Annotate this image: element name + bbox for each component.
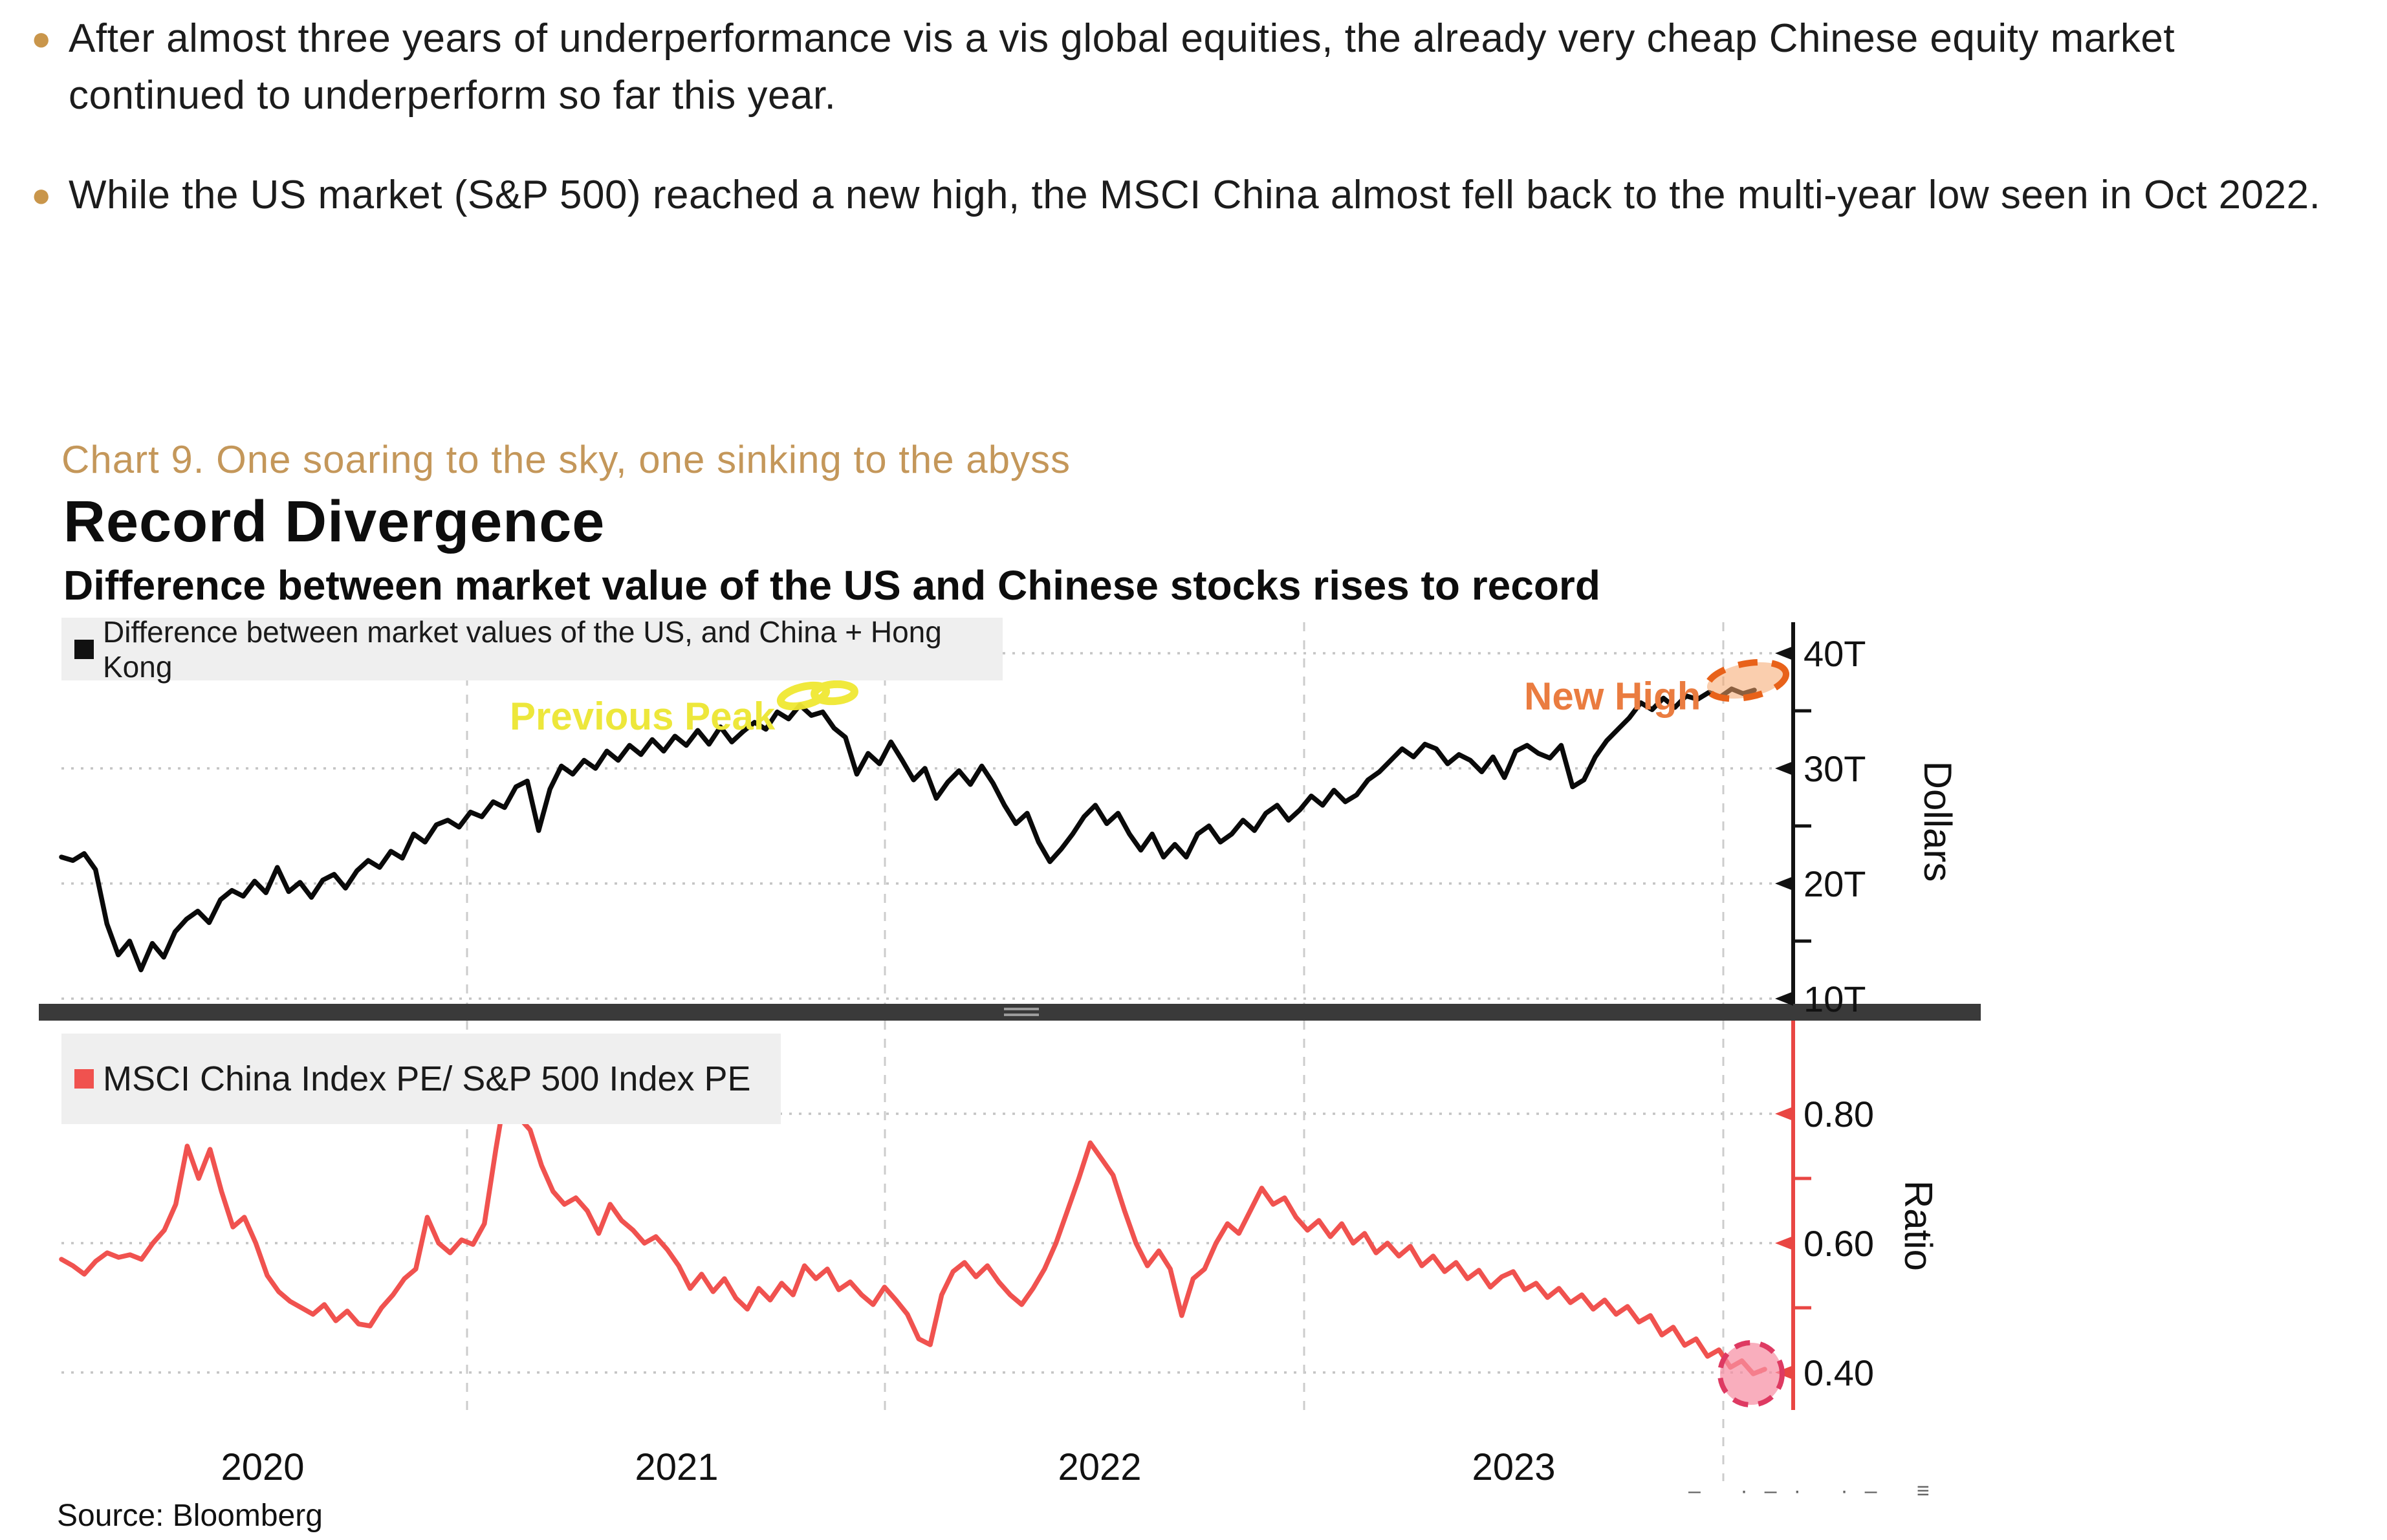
bullet-item: ● After almost three years of underperfo…: [27, 10, 2356, 124]
ratio-low-circle-icon: [1717, 1340, 1785, 1407]
top-panel-legend: Difference between market values of the …: [61, 615, 1003, 684]
bottom-panel-gridlines: [61, 1112, 1793, 1374]
year-2022: 2022: [1058, 1446, 1141, 1488]
new-high-ellipse-icon: [1703, 658, 1790, 702]
new-high-label: New High: [1524, 675, 1701, 718]
year-2020: 2020: [221, 1446, 304, 1488]
source-attribution: Source: Bloomberg: [57, 1499, 323, 1533]
chart-title: Record Divergence: [63, 490, 605, 554]
previous-peak-annotation: Previous Peak: [510, 680, 858, 738]
dollars-tick-10t: 10T: [1804, 979, 1866, 1019]
bullet-dot-icon: ●: [31, 20, 52, 58]
market_value_difference-line: [59, 686, 1757, 973]
bottom-legend-label: MSCI China Index PE/ S&P 500 Index PE: [103, 1059, 751, 1098]
top-legend-label: Difference between market values of the …: [103, 614, 942, 684]
top-legend-swatch-icon: [74, 639, 94, 659]
ratio-tick-080: 0.80: [1804, 1094, 1874, 1134]
year-2021: 2021: [635, 1446, 718, 1488]
dollars-tick-40t: 40T: [1804, 633, 1866, 674]
ratio-tick-060: 0.60: [1804, 1223, 1874, 1264]
bottom-legend-swatch-icon: [74, 1069, 94, 1089]
previous-peak-scribble-icon: [776, 680, 858, 711]
dollars-tick-30t: 30T: [1804, 748, 1866, 789]
bullet-text-2: While the US market (S&P 500) reached a …: [69, 173, 2321, 217]
pe_ratio-line: [59, 1079, 1767, 1376]
ratio-tick-040: 0.40: [1804, 1352, 1874, 1393]
clipped-watermark: – ·–· ·– ≡: [1688, 1479, 1946, 1503]
year-gridlines: [466, 622, 1725, 1481]
dollars-tick-20t: 20T: [1804, 863, 1866, 904]
new-high-annotation: New High: [1524, 658, 1790, 718]
ratio-axis-title: Ratio: [1897, 1180, 1940, 1271]
dollars-axis: 40T 30T 20T 10T Dollars: [1775, 622, 1959, 1019]
x-axis-years: 2020 2021 2022 2023: [221, 1446, 1555, 1488]
dollars-axis-title: Dollars: [1916, 761, 1959, 882]
panel-divider: [39, 1004, 1981, 1021]
previous-peak-label: Previous Peak: [510, 695, 776, 738]
bottom-panel-legend: MSCI China Index PE/ S&P 500 Index PE: [61, 1034, 781, 1124]
bullet-item: ● While the US market (S&P 500) reached …: [27, 167, 2356, 224]
ratio-axis: 0.80 0.60 0.40 Ratio: [1775, 1021, 1940, 1410]
year-2023: 2023: [1472, 1446, 1555, 1488]
bullet-dot-icon: ●: [31, 177, 52, 214]
chart-caption: Chart 9. One soaring to the sky, one sin…: [61, 438, 1071, 481]
chart-subtitle: Difference between market value of the U…: [63, 562, 1600, 609]
bullet-text-1: After almost three years of underperform…: [69, 16, 2175, 118]
divider-handle-icon: [1004, 1008, 1039, 1016]
bullet-list: ● After almost three years of underperfo…: [27, 10, 2356, 266]
